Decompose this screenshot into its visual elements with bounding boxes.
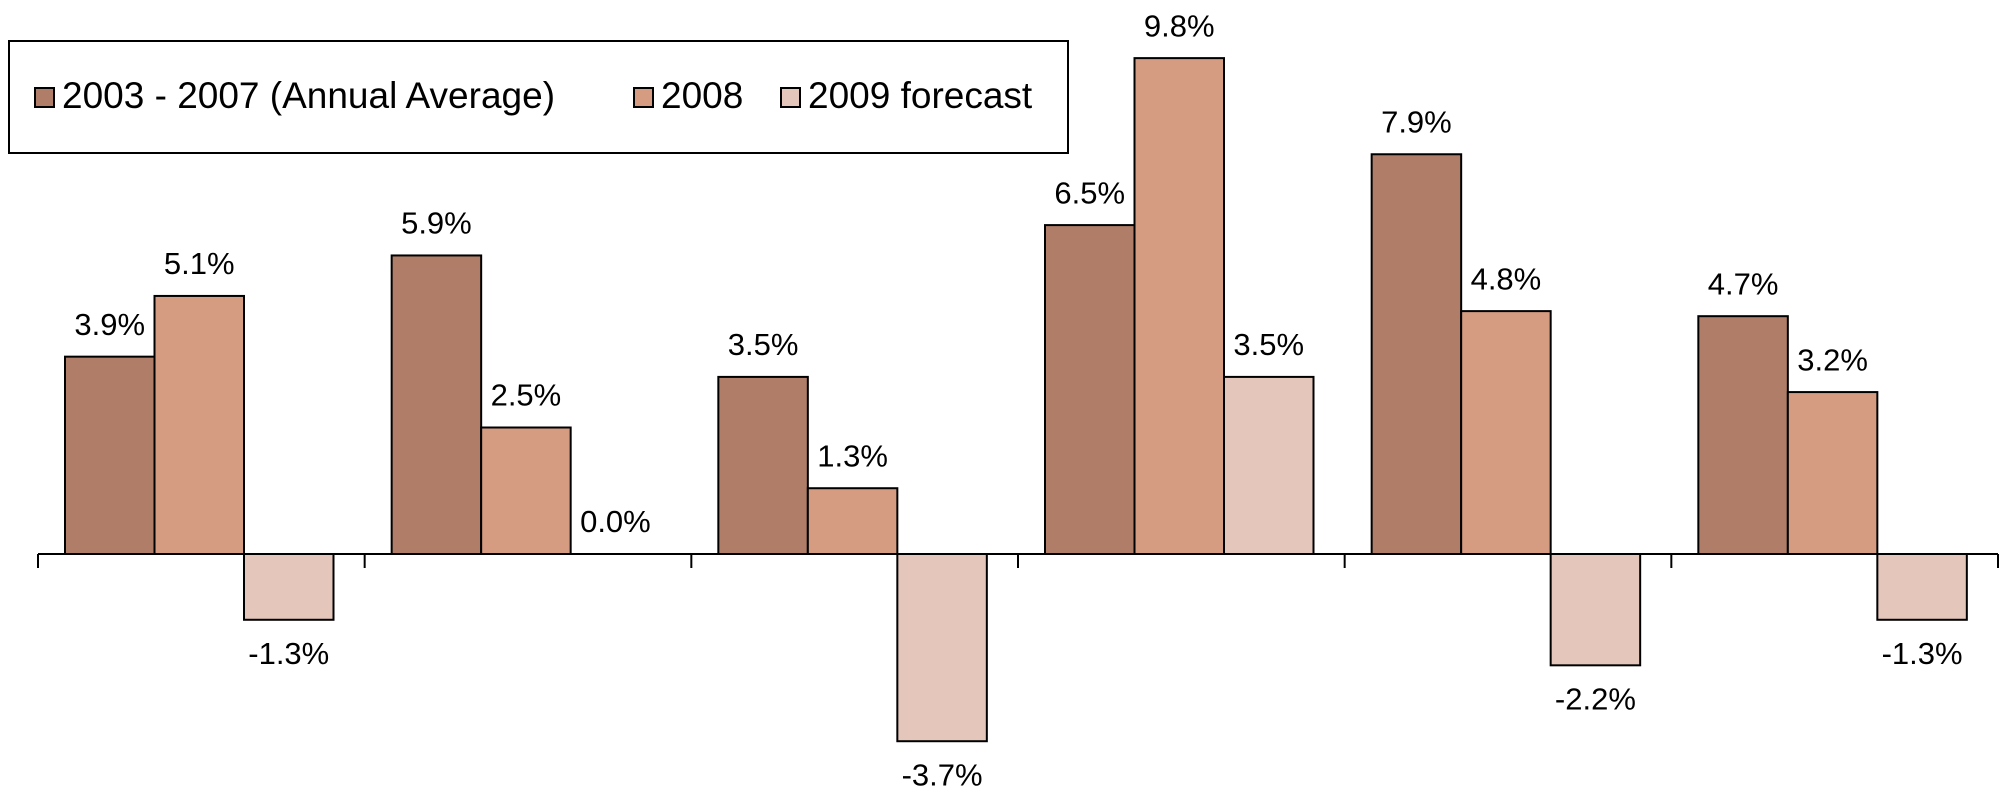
data-label: 0.0%: [580, 504, 651, 539]
bar: [806, 487, 899, 555]
legend-swatch: [34, 87, 55, 108]
data-label: 5.1%: [164, 246, 235, 281]
legend-label: 2003 - 2007 (Annual Average): [62, 75, 555, 116]
legend-swatch: [633, 87, 654, 108]
bar: [390, 254, 483, 556]
bar: [1549, 553, 1642, 667]
data-label: -1.3%: [248, 636, 329, 671]
data-label: 2.5%: [491, 378, 562, 413]
legend-swatch: [780, 87, 801, 108]
data-label: 3.5%: [728, 327, 799, 362]
data-label: 6.5%: [1054, 175, 1125, 210]
data-label: -3.7%: [902, 757, 983, 791]
legend-label: 2009 forecast: [808, 75, 1033, 116]
bar: [480, 426, 572, 555]
data-label: 7.9%: [1381, 104, 1452, 139]
bar: [153, 294, 245, 555]
bar: [1876, 553, 1968, 621]
bar: [64, 355, 156, 555]
data-label: -1.3%: [1882, 636, 1963, 671]
bar: [1786, 391, 1879, 555]
bar: [1697, 315, 1789, 555]
bar: [717, 375, 809, 555]
bar: [1044, 224, 1136, 555]
data-label: 1.3%: [817, 438, 888, 473]
bar: [243, 553, 335, 621]
bar: [1223, 375, 1315, 555]
legend-box: [8, 40, 1069, 154]
data-label: 4.8%: [1471, 261, 1542, 296]
data-label: 3.5%: [1233, 327, 1304, 362]
data-label: 3.2%: [1797, 342, 1868, 377]
bar: [896, 553, 988, 743]
data-label: 3.9%: [74, 307, 145, 342]
data-label: 5.9%: [401, 206, 472, 241]
bar: [1133, 57, 1225, 556]
bar: [1460, 310, 1552, 555]
data-label: 9.8%: [1144, 8, 1215, 43]
data-label: -2.2%: [1555, 682, 1636, 717]
legend-label: 2008: [661, 75, 743, 116]
bar: [1370, 153, 1463, 555]
data-label: 4.7%: [1708, 266, 1779, 301]
